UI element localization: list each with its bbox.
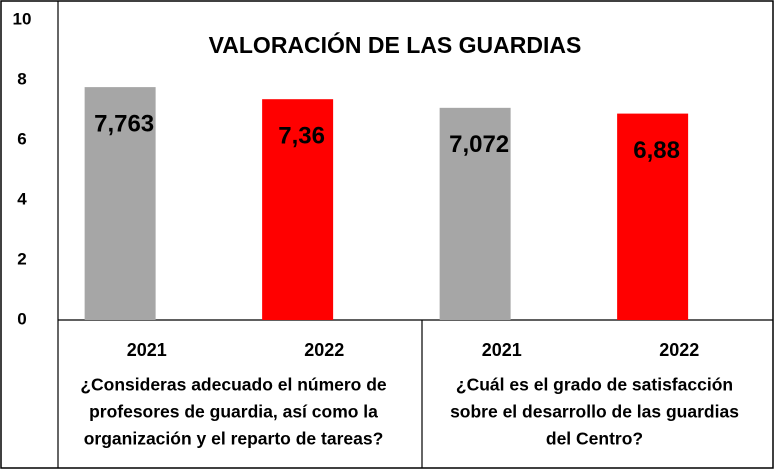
y-tick-label: 0 bbox=[17, 309, 26, 328]
x-tick-label: 2021 bbox=[482, 340, 522, 360]
x-tick-label: 2022 bbox=[659, 340, 699, 360]
bar bbox=[84, 87, 156, 320]
y-tick-label: 4 bbox=[17, 189, 27, 208]
value-label: 6,88 bbox=[633, 137, 680, 164]
x-tick-label: 2022 bbox=[304, 340, 344, 360]
value-label: 7,36 bbox=[278, 123, 325, 150]
value-label: 7,072 bbox=[449, 131, 509, 158]
group-label: profesores de guardia, así como la bbox=[89, 402, 378, 422]
y-tick-label: 2 bbox=[17, 249, 26, 268]
y-tick-label: 6 bbox=[17, 129, 26, 148]
group-label: del Centro? bbox=[546, 429, 643, 449]
bar bbox=[262, 99, 334, 320]
group-label: organización y el reparto de tareas? bbox=[84, 429, 384, 449]
group-label: sobre el desarrollo de las guardias bbox=[450, 402, 739, 422]
group-label: ¿Consideras adecuado el número de bbox=[80, 375, 387, 395]
bar bbox=[439, 107, 511, 320]
y-tick-label: 10 bbox=[13, 9, 32, 28]
x-tick-label: 2021 bbox=[127, 340, 167, 360]
group-label: ¿Cuál es el grado de satisfacción bbox=[456, 375, 733, 395]
chart-title: VALORACIÓN DE LAS GUARDIAS bbox=[209, 31, 582, 58]
value-label: 7,763 bbox=[94, 110, 154, 137]
y-tick-label: 8 bbox=[17, 69, 26, 88]
bar bbox=[617, 113, 689, 320]
